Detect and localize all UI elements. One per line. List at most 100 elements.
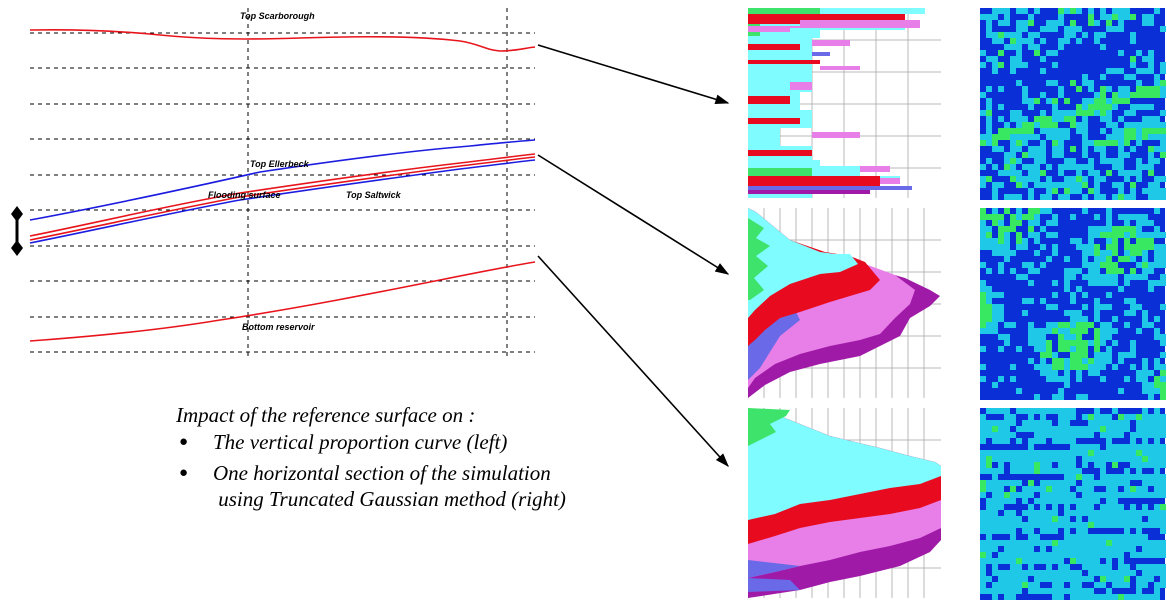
map-cell (1118, 558, 1124, 564)
map-cell (980, 92, 986, 98)
map-cell (1076, 576, 1082, 582)
map-cell (986, 468, 992, 474)
map-cell (1022, 528, 1028, 534)
map-cell (1112, 104, 1118, 110)
map-cell (1004, 576, 1010, 582)
map-cell (986, 552, 992, 558)
map-cell (1070, 26, 1076, 32)
map-cell (1118, 432, 1124, 438)
map-cell (1106, 86, 1112, 92)
map-cell (1100, 194, 1106, 200)
map-cell (1154, 244, 1160, 250)
map-cell (1100, 274, 1106, 280)
map-cell (1064, 194, 1070, 200)
map-cell (1064, 128, 1070, 134)
map-cell (1106, 304, 1112, 310)
map-cell (1142, 480, 1148, 486)
map-cell (1136, 376, 1142, 382)
map-cell (1028, 340, 1034, 346)
map-cell (998, 456, 1004, 462)
map-cell (1142, 310, 1148, 316)
map-cell (1100, 250, 1106, 256)
map-cell (1076, 540, 1082, 546)
map-cell (1118, 170, 1124, 176)
map-cell (1016, 56, 1022, 62)
map-cell (980, 438, 986, 444)
map-cell (1040, 498, 1046, 504)
map-cell (986, 232, 992, 238)
map-cell (1094, 32, 1100, 38)
map-cell (1124, 540, 1130, 546)
map-cell (1070, 346, 1076, 352)
map-cell (1010, 462, 1016, 468)
map-cell (1106, 334, 1112, 340)
map-cell (1076, 340, 1082, 346)
map-cell (1142, 322, 1148, 328)
map-cell (1088, 552, 1094, 558)
map-cell (1118, 226, 1124, 232)
map-cell (1118, 570, 1124, 576)
map-cell (1034, 170, 1040, 176)
map-cell (1004, 480, 1010, 486)
map-cell (1058, 588, 1064, 594)
map-cell (1052, 486, 1058, 492)
map-cell (1106, 558, 1112, 564)
map-cell (1010, 540, 1016, 546)
map-cell (1094, 316, 1100, 322)
map-cell (1100, 564, 1106, 570)
map-cell (1106, 426, 1112, 432)
map-cell (980, 322, 986, 328)
map-cell (1082, 462, 1088, 468)
map-cell (1094, 340, 1100, 346)
map-cell (1082, 122, 1088, 128)
map-cell (1034, 552, 1040, 558)
map-cell (1154, 462, 1160, 468)
map-cell (1064, 540, 1070, 546)
map-cell (1040, 146, 1046, 152)
map-cell (1028, 128, 1034, 134)
map-cell (998, 304, 1004, 310)
map-cell (1058, 552, 1064, 558)
map-cell (998, 558, 1004, 564)
map-cell (1106, 274, 1112, 280)
map-cell (1130, 62, 1136, 68)
map-cell (1136, 576, 1142, 582)
map-cell (1004, 432, 1010, 438)
map-cell (980, 328, 986, 334)
map-cell (1094, 214, 1100, 220)
map-cell (1064, 256, 1070, 262)
map-cell (980, 50, 986, 56)
map-cell (992, 14, 998, 20)
map-cell (1028, 334, 1034, 340)
map-cell (992, 408, 998, 414)
map-cell (1094, 146, 1100, 152)
map-cell (1142, 358, 1148, 364)
map-cell (1052, 528, 1058, 534)
map-cell (1016, 116, 1022, 122)
map-cell (1052, 304, 1058, 310)
map-cell (1094, 426, 1100, 432)
map-cell (1118, 358, 1124, 364)
map-cell (1082, 104, 1088, 110)
map-cell (1022, 98, 1028, 104)
map-cell (1100, 32, 1106, 38)
map-cell (1034, 176, 1040, 182)
map-cell (1070, 522, 1076, 528)
map-cell (1112, 540, 1118, 546)
map-cell (1100, 364, 1106, 370)
map-cell (1070, 80, 1076, 86)
map-cell (1040, 480, 1046, 486)
map-cell (1082, 474, 1088, 480)
map-cell (1070, 432, 1076, 438)
map-cell (1106, 570, 1112, 576)
map-cell (1016, 492, 1022, 498)
map-cell (1124, 414, 1130, 420)
map-cell (1100, 116, 1106, 122)
map-cell (1052, 244, 1058, 250)
map-cell (1130, 304, 1136, 310)
map-cell (1160, 564, 1166, 570)
map-cell (1112, 68, 1118, 74)
map-cell (1124, 564, 1130, 570)
map-cell (1136, 274, 1142, 280)
map-cell (1004, 498, 1010, 504)
